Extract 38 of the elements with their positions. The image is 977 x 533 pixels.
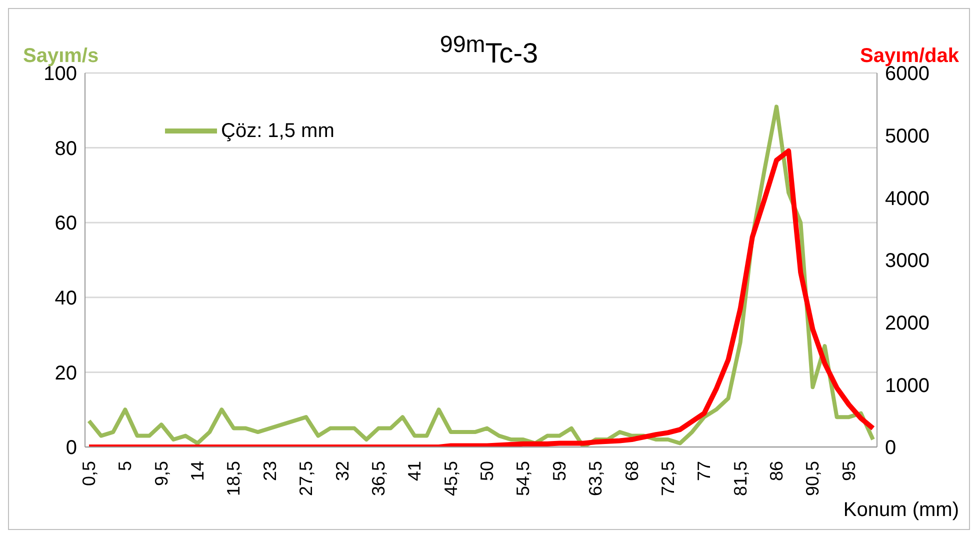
y2-tick-label: 1000 [885, 374, 930, 397]
x-tick-label: 54,5 [513, 461, 534, 496]
x-tick-label: 18,5 [224, 461, 244, 496]
y-tick-label: 40 [54, 288, 77, 310]
x-tick-label: 72,5 [658, 461, 678, 496]
y-tick-label: 60 [54, 212, 77, 235]
x-tick-label: 5 [115, 461, 136, 472]
x-tick-label: 81,5 [730, 461, 750, 496]
x-tick-label: 90,5 [802, 461, 823, 496]
y-tick-label: 20 [54, 362, 77, 384]
x-tick-label: 9,5 [151, 461, 172, 486]
x-tick-label: 0,5 [79, 461, 99, 486]
x-tick-label: 63,5 [586, 461, 606, 496]
x-tick-label: 36,5 [368, 461, 388, 496]
y-tick-label: 0 [66, 437, 77, 460]
x-tick-label: 59 [549, 461, 570, 482]
x-tick-label: 68 [622, 461, 642, 482]
x-axis-title: Konum (mm) [843, 499, 959, 522]
x-tick-label: 27,5 [296, 461, 316, 496]
chart-title: $^{99m}$Tc-3 [440, 31, 538, 68]
y2-tick-label: 0 [885, 437, 896, 460]
y2-tick-label: 4000 [885, 188, 930, 210]
y-tick-label: 80 [54, 138, 77, 160]
y2-tick-label: 5000 [885, 125, 930, 148]
x-tick-label: 32 [332, 461, 352, 482]
x-tick-label: 23 [260, 461, 280, 482]
x-tick-label: 14 [188, 461, 208, 482]
y2-axis-title: Sayım/dak [860, 45, 959, 67]
x-tick-label: 45,5 [440, 461, 461, 496]
x-tick-label: 95 [838, 461, 859, 482]
y-axis-title: Sayım/s [23, 45, 99, 67]
x-tick-label: 86 [766, 461, 787, 482]
x-tick-label: 50 [477, 461, 498, 482]
x-tick-label: 77 [694, 461, 714, 482]
x-tick-label: 41 [404, 461, 425, 482]
y2-tick-label: 2000 [885, 312, 930, 334]
y2-tick-label: 3000 [885, 250, 930, 272]
legend-label: Çöz: 1,5 mm [221, 120, 334, 142]
